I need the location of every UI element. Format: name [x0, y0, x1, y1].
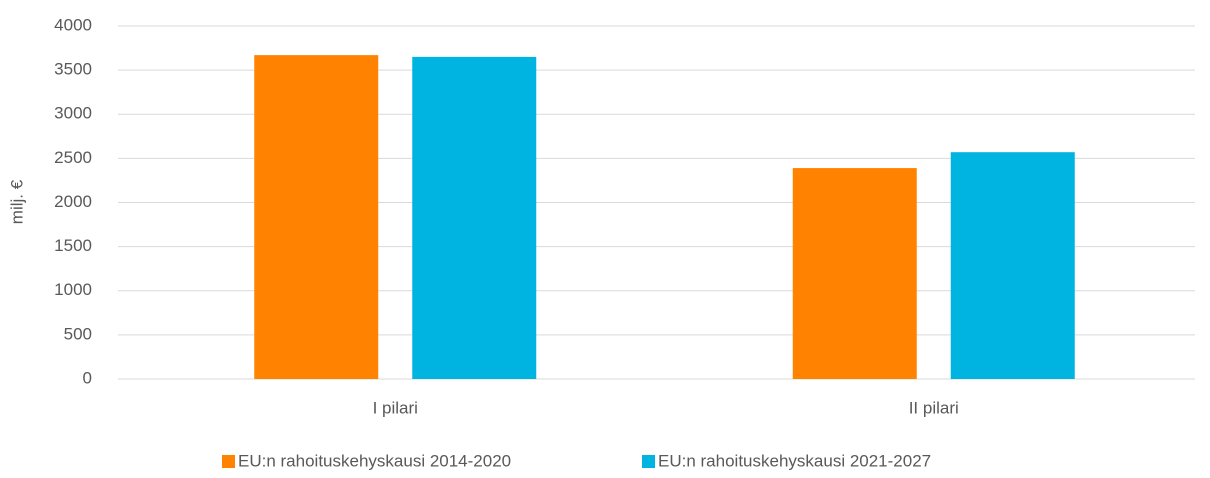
y-tick-label: 4000 [54, 15, 92, 34]
y-tick-label: 0 [83, 368, 92, 387]
legend-label: EU:n rahoituskehyskausi 2014-2020 [238, 451, 511, 470]
legend-swatch [222, 455, 235, 468]
y-tick-label: 1500 [54, 236, 92, 255]
x-tick-label: II pilari [909, 398, 959, 417]
y-tick-label: 2500 [54, 148, 92, 167]
y-tick-label: 3000 [54, 104, 92, 123]
bar [950, 152, 1075, 379]
bar [792, 168, 917, 379]
legend-label: EU:n rahoituskehyskausi 2021-2027 [658, 451, 931, 470]
bar [412, 56, 537, 379]
y-tick-label: 3500 [54, 60, 92, 79]
legend-swatch [642, 455, 655, 468]
y-tick-label: 500 [64, 324, 92, 343]
y-tick-label: 1000 [54, 280, 92, 299]
bar [254, 55, 379, 380]
y-axis-label: milj. € [7, 179, 26, 224]
x-tick-label: I pilari [373, 398, 418, 417]
y-tick-label: 2000 [54, 192, 92, 211]
